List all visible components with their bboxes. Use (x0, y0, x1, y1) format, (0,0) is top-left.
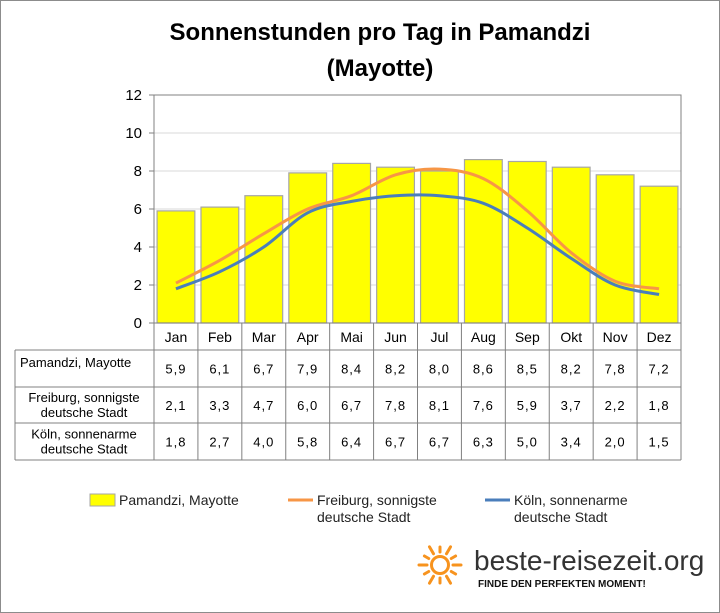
data-label-1-Jul: 8,1 (429, 398, 450, 413)
data-label-2-Mai: 6,4 (341, 435, 362, 450)
line-series (175, 167, 660, 296)
data-label-0-Mai: 8,4 (341, 362, 362, 377)
data-label-2-Sep: 5,0 (517, 435, 538, 450)
legend-label-2: Köln, sonnenarme (514, 492, 628, 508)
data-label-0-Jan: 5,9 (165, 362, 186, 377)
data-label-2-Jul: 6,7 (429, 435, 450, 450)
data-label-0-Sep: 8,5 (517, 362, 538, 377)
bar-Mar (244, 195, 284, 324)
chart-title-line1: Sonnenstunden pro Tag in Pamandzi (170, 19, 591, 46)
data-label-1-Aug: 7,6 (473, 398, 494, 413)
data-label-0-Okt: 8,2 (561, 362, 582, 377)
data-label-0-Jul: 8,0 (429, 362, 450, 377)
bar-series (156, 159, 679, 324)
data-label-0-Mar: 6,7 (253, 362, 274, 377)
legend: Pamandzi, Mayotte Freiburg, sonnigstedeut… (89, 492, 628, 525)
bar-Nov (595, 174, 635, 324)
logo-tagline: FINDE DEN PERFEKTEN MOMENT! (478, 579, 646, 590)
line-series-1 (175, 193, 660, 296)
chart-title-line2: (Mayotte) (327, 55, 434, 82)
x-tick-label-Nov: Nov (603, 329, 628, 345)
x-tick-label-Mar: Mar (252, 329, 276, 345)
sun-ray (449, 554, 458, 560)
row-label-0: Pamandzi, Mayotte (20, 355, 131, 370)
x-tick-label-Mai: Mai (340, 329, 363, 345)
x-tick-label-Jan: Jan (165, 329, 188, 345)
data-label-1-Okt: 3,7 (561, 398, 582, 413)
y-tick-label: 4 (134, 239, 142, 256)
data-label-0-Aug: 8,6 (473, 362, 494, 377)
line-series-0 (175, 167, 660, 291)
bar-Sep (507, 160, 547, 324)
row-label-1: deutsche Stadt (41, 405, 128, 420)
data-label-1-Nov: 2,2 (605, 398, 626, 413)
data-label-2-Mar: 4,0 (253, 435, 274, 450)
data-label-1-Dez: 1,8 (649, 398, 670, 413)
logo-text: beste-reisezeit.org (474, 545, 704, 576)
data-label-0-Jun: 8,2 (385, 362, 406, 377)
data-label-2-Jan: 1,8 (165, 435, 186, 450)
sun-ray (445, 545, 452, 556)
data-label-2-Nov: 2,0 (605, 435, 626, 450)
sun-icon (417, 545, 463, 585)
y-axis: 0 2 4 6 8 10 12 (125, 87, 155, 332)
sun-ray (422, 554, 431, 560)
bar-Okt (551, 166, 591, 324)
x-tick-label-Jul: Jul (431, 329, 449, 345)
data-label-2-Jun: 6,7 (385, 435, 406, 450)
sun-core (430, 555, 450, 575)
data-label-1-Jan: 2,1 (165, 398, 186, 413)
y-tick-label: 2 (134, 277, 142, 294)
legend-label-2: deutsche Stadt (514, 509, 608, 525)
bar-Jun (376, 166, 416, 324)
bar-Aug (463, 159, 503, 324)
x-tick-label-Feb: Feb (208, 329, 232, 345)
x-tick-label-Dez: Dez (647, 329, 672, 345)
sun-ray (428, 574, 435, 585)
bar-Apr (288, 172, 328, 324)
data-label-0-Apr: 7,9 (297, 362, 318, 377)
data-label-1-Apr: 6,0 (297, 398, 318, 413)
data-label-2-Aug: 6,3 (473, 435, 494, 450)
data-label-1-Jun: 7,8 (385, 398, 406, 413)
x-tick-label-Jun: Jun (384, 329, 407, 345)
legend-label-1: deutsche Stadt (317, 509, 411, 525)
legend-label-1: Freiburg, sonnigste (317, 492, 437, 508)
legend-label-0: Pamandzi, Mayotte (119, 492, 239, 508)
row-label-2: deutsche Stadt (41, 442, 128, 457)
row-label-2: Köln, sonnenarme (31, 427, 137, 442)
data-label-2-Okt: 3,4 (561, 435, 582, 450)
bar-Mai (332, 162, 372, 324)
x-tick-label-Aug: Aug (471, 329, 496, 345)
y-tick-label: 6 (134, 201, 142, 218)
data-label-1-Mar: 4,7 (253, 398, 274, 413)
y-tick-label: 10 (125, 125, 142, 142)
legend-swatch-0 (89, 493, 116, 507)
data-label-2-Feb: 2,7 (209, 435, 230, 450)
y-tick-label: 8 (134, 163, 142, 180)
data-label-0-Feb: 6,1 (209, 362, 230, 377)
sun-ray (422, 570, 431, 576)
data-table: Jan Feb Mar Apr Mai Jun Jul Aug Sep Okt Nov Dez Pama… (14, 322, 682, 461)
x-tick-label-Apr: Apr (297, 329, 319, 345)
data-label-1-Mai: 6,7 (341, 398, 362, 413)
x-tick-label-Okt: Okt (560, 329, 582, 345)
site-logo: beste-reisezeit.org FINDE DEN PERFEKTEN … (417, 545, 704, 590)
sun-ray (445, 574, 452, 585)
y-tick-label: 12 (125, 87, 142, 104)
bar-Jan (156, 210, 196, 324)
data-label-2-Apr: 5,8 (297, 435, 318, 450)
y-tick-label: 0 (134, 315, 142, 332)
sun-ray (428, 545, 435, 556)
row-label-1: Freiburg, sonnigste (28, 390, 139, 405)
x-tick-label-Sep: Sep (515, 329, 540, 345)
data-label-1-Sep: 5,9 (517, 398, 538, 413)
sun-ray (449, 570, 458, 576)
bar-Dez (639, 185, 679, 324)
data-label-0-Nov: 7,8 (605, 362, 626, 377)
data-label-1-Feb: 3,3 (209, 398, 230, 413)
data-label-0-Dez: 7,2 (649, 362, 670, 377)
data-label-2-Dez: 1,5 (649, 435, 670, 450)
